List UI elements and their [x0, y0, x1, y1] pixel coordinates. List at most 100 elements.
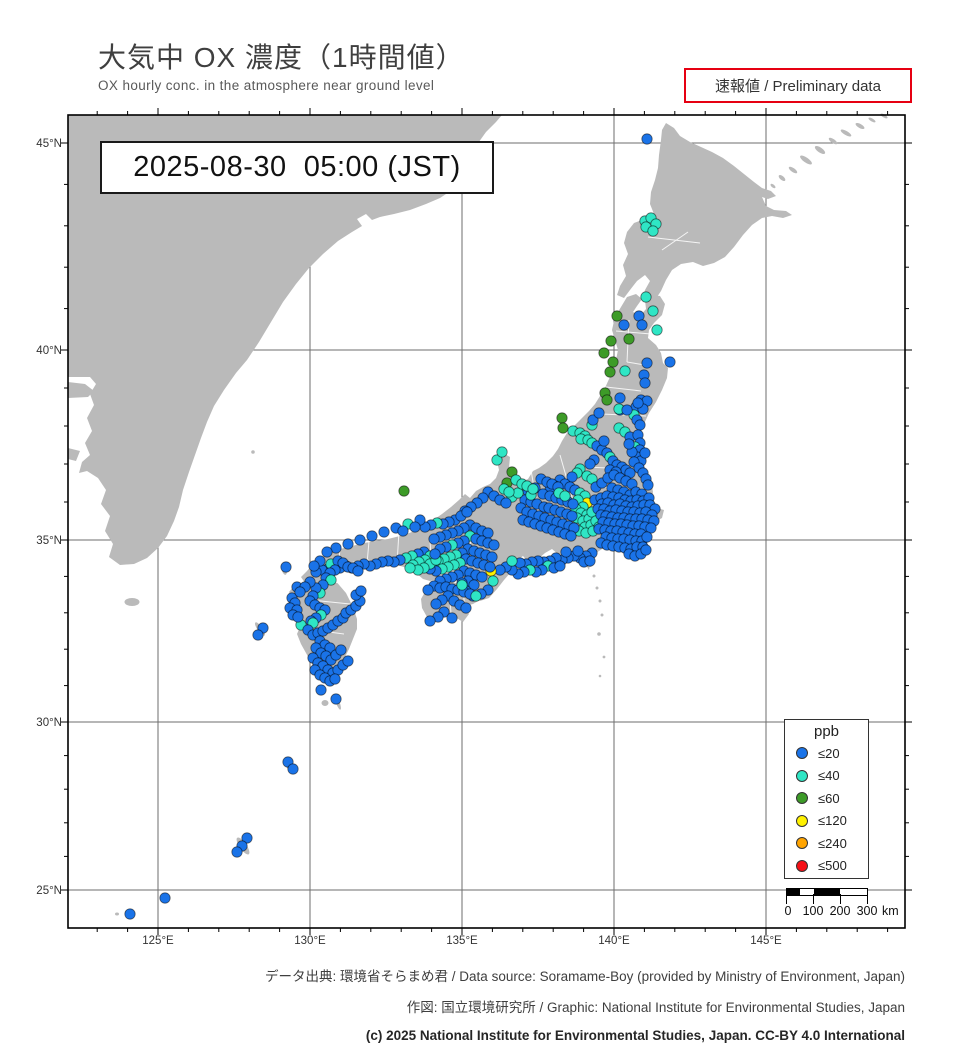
station-dot — [614, 392, 626, 404]
station-dot — [506, 555, 518, 567]
station-dot — [355, 585, 367, 597]
station-dot — [329, 673, 341, 685]
station-dot — [325, 574, 337, 586]
station-dot — [280, 561, 292, 573]
svg-text:35°N: 35°N — [36, 535, 62, 547]
station-dot — [634, 419, 646, 431]
station-dot — [470, 590, 482, 602]
station-dot — [623, 333, 635, 345]
legend-row: ≤60 — [785, 787, 868, 810]
station-dot — [559, 490, 571, 502]
station-dot — [598, 435, 610, 447]
timestamp-box: 2025-08-30 05:00 (JST) — [100, 141, 494, 194]
station-dot — [556, 412, 568, 424]
station-dot — [292, 611, 304, 623]
page-title: 大気中 OX 濃度（1時間値） — [98, 42, 465, 73]
legend-row: ≤500 — [785, 855, 868, 878]
station-dot — [321, 546, 333, 558]
station-dot — [611, 310, 623, 322]
station-dot — [487, 575, 499, 587]
station-dot — [461, 506, 473, 518]
station-dot — [641, 357, 653, 369]
page-subtitle: OX hourly conc. in the atmosphere near g… — [98, 78, 435, 93]
footer-copyright: (c) 2025 National Institute for Environm… — [365, 1028, 905, 1043]
scale-bar: 0 100 200 300 km — [785, 886, 916, 926]
station-dot — [598, 347, 610, 359]
station-dot — [664, 356, 676, 368]
station-dot — [424, 615, 436, 627]
station-dot — [500, 497, 512, 509]
station-dot — [584, 555, 596, 567]
legend-dot-le240 — [796, 837, 808, 850]
station-dot — [486, 551, 498, 563]
station-dot — [159, 892, 171, 904]
svg-text:130°E: 130°E — [294, 935, 326, 947]
station-dot — [604, 366, 616, 378]
station-dot — [639, 447, 651, 459]
station-dot — [342, 538, 354, 550]
station-dot — [484, 561, 496, 573]
shandong-tip — [68, 448, 80, 461]
station-dot — [460, 602, 472, 614]
legend-row: ≤20 — [785, 742, 868, 765]
legend-row: ≤240 — [785, 832, 868, 855]
station-dot — [430, 598, 442, 610]
station-dot — [422, 584, 434, 596]
station-dot — [621, 404, 633, 416]
station-dot — [641, 531, 653, 543]
station-dot — [566, 510, 578, 522]
station-dot — [429, 548, 441, 560]
station-dot — [640, 544, 652, 556]
station-dot — [124, 908, 136, 920]
station-dot — [456, 579, 468, 591]
station-dot — [623, 438, 635, 450]
station-dot — [503, 486, 515, 498]
legend-dot-le120 — [796, 814, 808, 827]
station-dot — [354, 534, 366, 546]
station-dot — [618, 319, 630, 331]
station-dot — [647, 225, 659, 237]
station-dot — [488, 539, 500, 551]
legend-title: ppb — [813, 723, 840, 740]
station-dot — [560, 546, 572, 558]
station-dot — [446, 612, 458, 624]
station-dot — [404, 562, 416, 574]
station-dot — [639, 377, 651, 389]
hokkaido — [617, 123, 792, 304]
continent-coast-patch — [68, 382, 94, 398]
svg-text:45°N: 45°N — [36, 138, 62, 150]
station-dot — [565, 530, 577, 542]
station-dot — [640, 291, 652, 303]
footer-data-source: データ出典: 環境省そらまめ君 / Data source: Soramame-… — [265, 969, 905, 984]
station-dot — [607, 356, 619, 368]
coordinate-labels: 45°N 40°N 35°N 30°N 25°N 125°E 130°E 135°E 140°E… — [36, 138, 782, 947]
station-dot — [231, 846, 243, 858]
station-dot — [409, 521, 421, 533]
station-dot — [527, 483, 539, 495]
station-dot — [496, 446, 508, 458]
station-dot — [252, 629, 264, 641]
station-dot — [572, 545, 584, 557]
station-dot — [342, 655, 354, 667]
jeju-island — [124, 598, 140, 606]
ulleung-island — [251, 450, 255, 454]
station-dot — [557, 422, 569, 434]
station-dot — [352, 565, 364, 577]
svg-text:25°N: 25°N — [36, 885, 62, 897]
station-dot — [241, 832, 253, 844]
legend-row: ≤120 — [785, 810, 868, 833]
station-dot — [647, 305, 659, 317]
svg-text:40°N: 40°N — [36, 345, 62, 357]
station-dot — [636, 319, 648, 331]
svg-text:145°E: 145°E — [750, 935, 782, 947]
scale-bar-segments — [786, 888, 868, 896]
legend-dot-le40 — [796, 769, 808, 782]
axis-ticks — [61, 108, 912, 935]
map-frame — [67, 114, 906, 929]
station-dot — [605, 335, 617, 347]
station-dot — [308, 560, 320, 572]
station-dot — [294, 586, 306, 598]
station-dot — [398, 485, 410, 497]
station-dot — [651, 324, 663, 336]
